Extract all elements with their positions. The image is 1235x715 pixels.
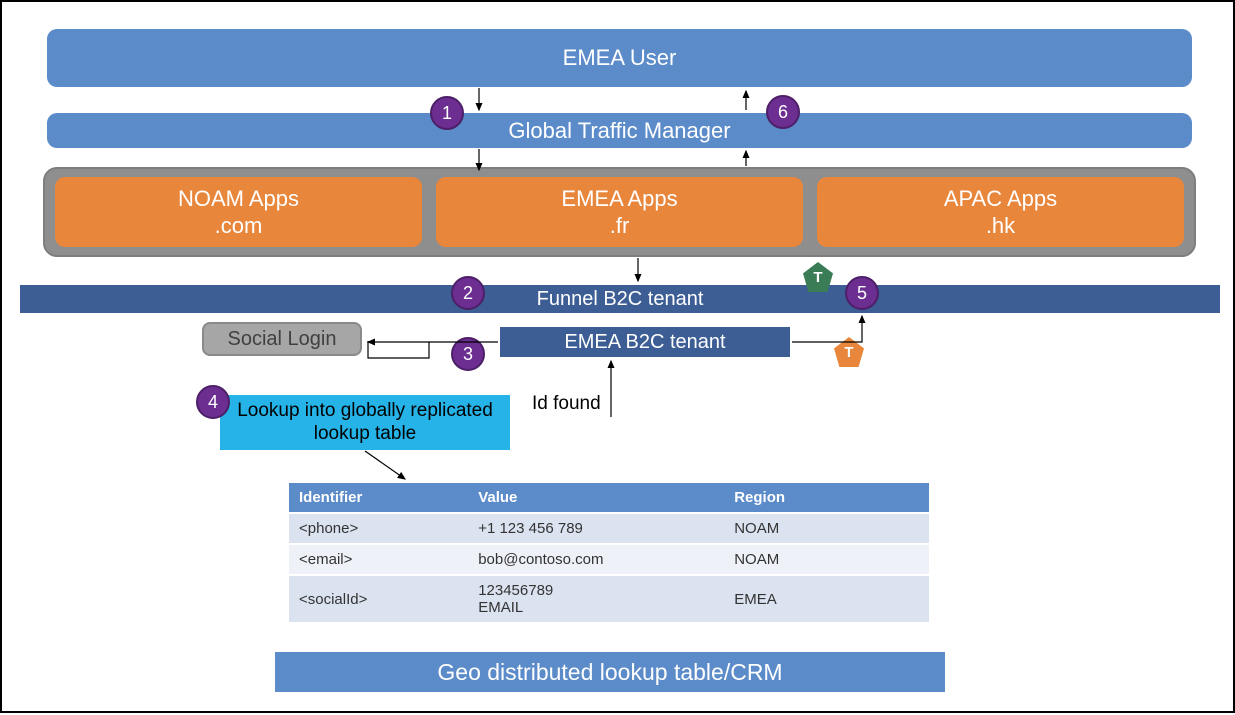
table-row: <socialId>123456789EMAILEMEA	[289, 575, 929, 622]
table-cell: <email>	[289, 544, 468, 575]
diagram-frame: EMEA User Global Traffic Manager NOAM Ap…	[0, 0, 1235, 713]
table-header-region: Region	[724, 483, 929, 513]
noam-apps-tile: NOAM Apps .com	[55, 177, 422, 247]
emea-apps-sub: .fr	[610, 212, 630, 240]
table-cell: NOAM	[724, 544, 929, 575]
apac-apps-title: APAC Apps	[944, 185, 1057, 213]
emea-apps-tile: EMEA Apps .fr	[436, 177, 803, 247]
step-4-badge: 4	[196, 385, 230, 419]
social-login-box: Social Login	[202, 322, 362, 356]
table-cell: <socialId>	[289, 575, 468, 622]
apac-apps-tile: APAC Apps .hk	[817, 177, 1184, 247]
id-found-text: Id found	[532, 393, 601, 414]
emea-tenant-label: EMEA B2C tenant	[564, 331, 725, 354]
noam-apps-sub: .com	[215, 212, 263, 240]
pentagon-t-green: T	[803, 262, 833, 292]
global-traffic-manager-bar: Global Traffic Manager	[47, 113, 1192, 148]
emea-apps-title: EMEA Apps	[561, 185, 677, 213]
pentagon-t-orange: T	[834, 337, 864, 367]
table-row: <email>bob@contoso.comNOAM	[289, 544, 929, 575]
step-1-badge: 1	[430, 96, 464, 130]
social-login-label: Social Login	[228, 328, 337, 351]
noam-apps-title: NOAM Apps	[178, 185, 299, 213]
funnel-label: Funnel B2C tenant	[537, 288, 704, 311]
table-cell: bob@contoso.com	[468, 544, 724, 575]
lookup-label: Lookup into globally replicated lookup t…	[228, 400, 502, 446]
table-cell: 123456789EMAIL	[468, 575, 724, 622]
emea-b2c-tenant-bar: EMEA B2C tenant	[500, 327, 790, 357]
table-header-value: Value	[468, 483, 724, 513]
funnel-b2c-tenant-bar: Funnel B2C tenant	[20, 285, 1220, 313]
lookup-table: IdentifierValueRegion <phone>+1 123 456 …	[289, 483, 929, 622]
step-6-badge: 6	[766, 95, 800, 129]
table-cell: <phone>	[289, 513, 468, 544]
table-row: <phone>+1 123 456 789NOAM	[289, 513, 929, 544]
emea-user-label: EMEA User	[563, 45, 677, 71]
apac-apps-sub: .hk	[986, 212, 1015, 240]
gtm-label: Global Traffic Manager	[508, 118, 730, 144]
lookup-box: Lookup into globally replicated lookup t…	[220, 395, 510, 450]
step-2-badge: 2	[451, 276, 485, 310]
step-3-badge: 3	[451, 337, 485, 371]
step-5-badge: 5	[845, 276, 879, 310]
table-cell: EMEA	[724, 575, 929, 622]
geo-lookup-bar: Geo distributed lookup table/CRM	[275, 652, 945, 692]
id-found-label: Id found	[532, 393, 601, 415]
geo-label: Geo distributed lookup table/CRM	[437, 659, 782, 686]
emea-user-bar: EMEA User	[47, 29, 1192, 87]
table-cell: +1 123 456 789	[468, 513, 724, 544]
apps-group: NOAM Apps .com EMEA Apps .fr APAC Apps .…	[43, 167, 1196, 257]
table-cell: NOAM	[724, 513, 929, 544]
table-header-identifier: Identifier	[289, 483, 468, 513]
